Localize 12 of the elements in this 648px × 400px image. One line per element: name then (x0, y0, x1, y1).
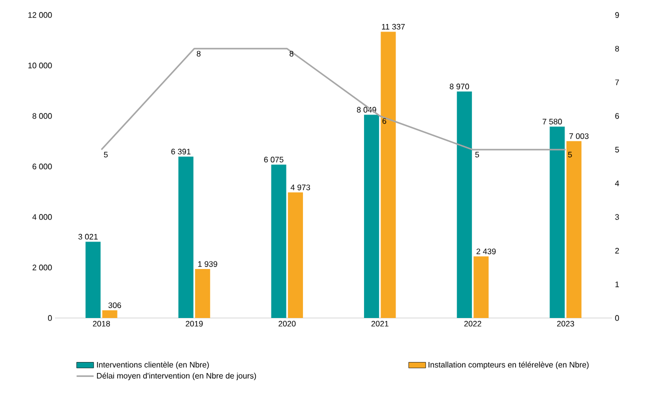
bar (102, 310, 118, 318)
bar (86, 242, 101, 318)
bar (566, 141, 582, 318)
bar (288, 192, 303, 318)
bar (550, 126, 565, 318)
bar (380, 32, 396, 318)
bar (474, 256, 489, 318)
bar (456, 92, 472, 318)
bar (195, 269, 210, 318)
bar (364, 114, 380, 318)
bar (271, 164, 286, 318)
bar (178, 156, 194, 318)
